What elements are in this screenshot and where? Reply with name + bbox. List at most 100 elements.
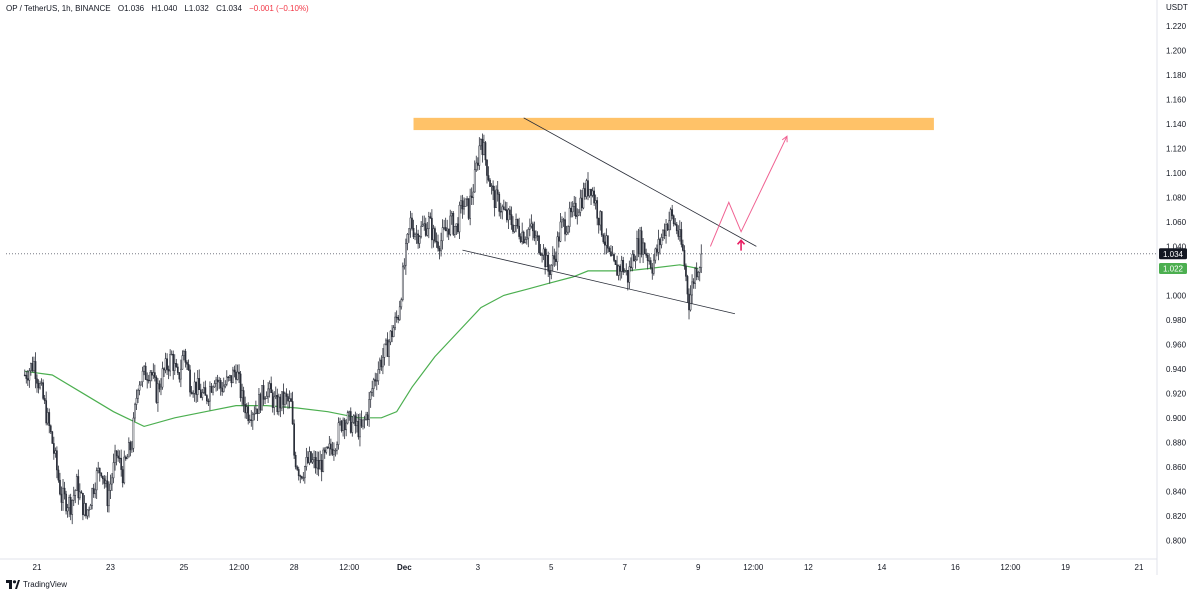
candle-down — [496, 189, 499, 195]
candle-up — [362, 419, 364, 427]
candle-down — [25, 374, 28, 379]
candle-up — [170, 353, 173, 356]
candle-up — [623, 270, 626, 273]
candle-up — [605, 235, 608, 246]
candle-down — [235, 371, 237, 380]
candle-up — [480, 138, 482, 147]
candle-down — [397, 317, 400, 320]
candle-up — [385, 339, 387, 345]
candle-up — [551, 255, 554, 266]
candle-up — [143, 365, 145, 372]
candle-down — [92, 488, 95, 495]
candle-up — [251, 413, 254, 421]
candle-up — [72, 495, 75, 501]
candle-down — [259, 394, 262, 411]
candle-up — [668, 220, 670, 231]
candle-layer — [23, 133, 703, 525]
candle-down — [510, 214, 513, 226]
candle-down — [250, 419, 253, 421]
candle-down — [651, 267, 654, 274]
candle-down — [544, 248, 546, 268]
candle-up — [112, 462, 115, 479]
candle-down — [597, 217, 600, 226]
candle-down — [645, 253, 648, 256]
candle-down — [63, 487, 66, 495]
x-tick-label: Dec — [397, 563, 412, 572]
candle-down — [424, 223, 427, 236]
candle-up — [152, 372, 155, 376]
candle-down — [216, 379, 219, 383]
candle-down — [163, 368, 165, 371]
candle-down — [607, 235, 609, 249]
candle-down — [438, 247, 441, 252]
symbol-label[interactable]: OP / TetherUS, 1h, BINANCE — [6, 4, 111, 13]
candle-down — [118, 457, 121, 460]
candle-up — [403, 265, 406, 268]
y-tick-label: 0.820 — [1166, 512, 1187, 521]
change-value: −0.001 (−0.10%) — [249, 4, 309, 13]
footer-brand[interactable]: TradingView — [6, 580, 67, 589]
candle-down — [227, 376, 230, 379]
candle-down — [429, 216, 432, 219]
candle-up — [363, 418, 366, 421]
x-tick-label: 16 — [951, 563, 960, 572]
candle-up — [141, 370, 144, 383]
candle-down — [637, 238, 640, 255]
candle-up — [229, 375, 231, 378]
candle-up — [521, 231, 524, 242]
candle-up — [527, 229, 530, 239]
candle-down — [101, 475, 104, 480]
candle-down — [262, 385, 265, 400]
candle-up — [337, 422, 340, 445]
candle-up — [388, 341, 390, 357]
candle-up — [83, 503, 86, 516]
candle-up — [528, 225, 531, 230]
candle-up — [356, 420, 358, 427]
candle-down — [65, 493, 67, 512]
candle-up — [394, 316, 396, 329]
x-tick-label: 14 — [877, 563, 886, 572]
candle-up — [530, 223, 533, 227]
candle-down — [688, 293, 690, 311]
candle-up — [215, 379, 217, 384]
candle-down — [326, 447, 329, 449]
candle-down — [447, 228, 450, 235]
candle-down — [518, 225, 520, 237]
candle-down — [391, 330, 393, 338]
candle-down — [481, 138, 484, 155]
x-tick-label: 21 — [1135, 563, 1144, 572]
y-tick-label: 0.800 — [1166, 536, 1187, 545]
candle-down — [533, 230, 536, 239]
candle-down — [357, 420, 360, 438]
candle-down — [300, 476, 303, 479]
candle-up — [79, 491, 81, 499]
open-value: O1.036 — [117, 4, 145, 13]
candle-up — [245, 406, 248, 414]
candle-up — [173, 363, 176, 371]
candle-down — [186, 362, 188, 365]
candle-down — [461, 200, 464, 210]
candle-up — [149, 372, 152, 382]
candle-down — [42, 382, 44, 399]
candle-up — [582, 188, 585, 209]
candle-up — [160, 386, 162, 390]
candle-down — [36, 378, 38, 384]
candle-up — [305, 457, 308, 467]
candle-down — [516, 219, 519, 227]
candle-down — [470, 195, 473, 198]
candle-up — [342, 419, 344, 431]
price-tag-layer: 1.034 1.022 — [1159, 248, 1187, 274]
candle-down — [674, 223, 677, 225]
candle-up — [209, 386, 211, 402]
last-price-label: 1.034 — [1163, 250, 1184, 259]
y-axis-unit: USDT — [1166, 3, 1188, 12]
candle-down — [386, 339, 389, 357]
candle-up — [426, 228, 429, 236]
candle-up — [274, 395, 277, 398]
y-tick-label: 0.920 — [1166, 389, 1187, 398]
x-tick-label: 25 — [179, 563, 188, 572]
candle-down — [541, 254, 543, 256]
candle-down — [489, 179, 491, 187]
